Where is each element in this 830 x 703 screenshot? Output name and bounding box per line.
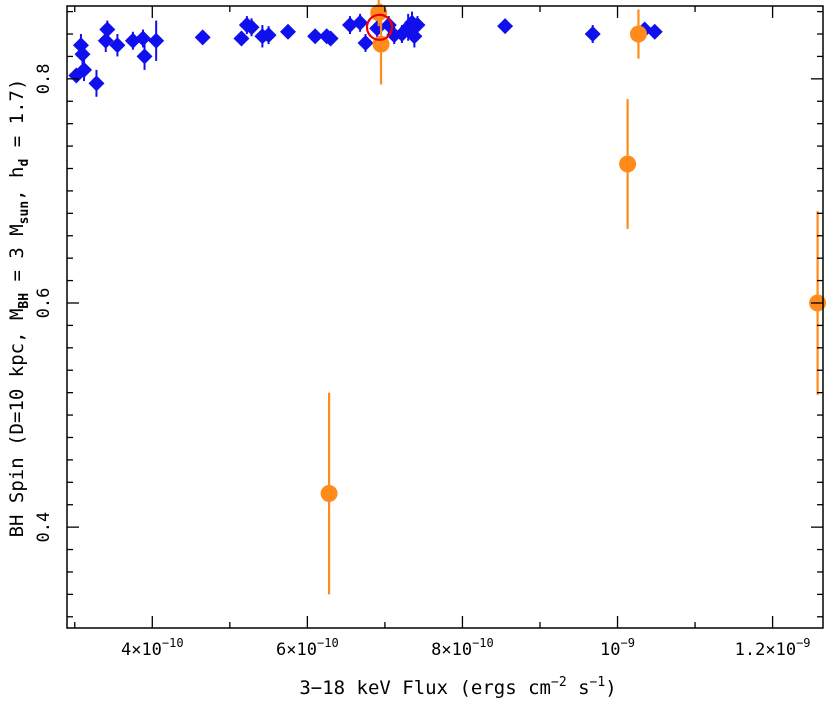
data-point-diamond [646,23,663,40]
tick-labels: 4×10−10 6×10−10 8×10−10 10−9 1.2×10−90.40.60… [34,63,811,660]
x-tick-mantissa: 10 [600,640,620,660]
x-tick-label: 6×10−10 [276,636,339,660]
data-point-circle [320,485,338,503]
x-tick-label: 10−9 [600,636,635,660]
y-label-sub1: BH [17,293,32,309]
axis-ticks [67,6,823,628]
y-axis-label: BH Spin (D=10 kpc, MBH = 3 Msun, hd = 1.… [6,79,32,538]
data-point-diamond [260,27,277,44]
plot-area [68,0,827,595]
data-point-diamond [243,19,260,36]
y-label-part2: = 3 M [6,224,28,293]
x-axis-label: 3−18 keV Flux (ergs cm−2 s−1) [299,675,616,699]
data-point-diamond [76,61,93,78]
x-label-sup2: −1 [590,675,606,690]
highlight-ring [365,13,394,41]
data-point-diamond [307,28,324,45]
data-point-diamond [352,14,369,31]
x-tick-exponent: −9 [796,636,810,650]
x-label-sup1: −2 [551,675,567,690]
y-tick-label: 0.6 [34,288,54,319]
y-label-part3: , h [6,167,28,201]
data-point-diamond [148,32,165,49]
data-point-diamond [380,17,397,34]
data-point-diamond [322,30,339,47]
data-point-diamond [386,27,403,44]
x-label-main: 3−18 keV Flux (ergs cm [299,677,551,699]
x-tick-label: 4×10−10 [121,636,184,660]
data-point-diamond [584,26,601,43]
plot-frame [66,5,824,629]
y-label-sub2: sun [17,201,32,224]
data-point-diamond [109,37,126,54]
x-tick-exponent: −10 [317,636,339,650]
data-point-diamond [369,20,386,37]
x-tick-label: 1.2×10−9 [735,636,811,660]
data-point-diamond [99,21,116,38]
data-point-circle [619,155,637,173]
x-tick-mantissa: 1.2×10 [735,640,796,660]
data-point-diamond [97,32,114,49]
x-tick-exponent: −10 [472,636,494,650]
x-label-end: ) [605,677,616,699]
x-tick-mantissa: 4×10 [121,640,162,660]
data-point-diamond [194,29,211,46]
data-point-diamond [74,46,91,63]
y-label-sub3: d [17,159,32,167]
x-tick-mantissa: 6×10 [276,640,317,660]
data-point-diamond [279,23,296,40]
data-point-diamond [497,18,514,35]
data-point-circle [629,25,647,43]
data-point-diamond [233,30,250,47]
x-tick-exponent: −10 [162,636,184,650]
x-label-mid: s [567,677,590,699]
y-tick-label: 0.8 [34,63,54,94]
x-tick-label: 8×10−10 [431,636,494,660]
y-label-part4: = 1.7) [6,79,28,159]
data-point-diamond [136,48,153,65]
x-tick-mantissa: 8×10 [431,640,472,660]
x-tick-exponent: −9 [621,636,635,650]
data-point-diamond [409,17,426,34]
y-tick-label: 0.4 [34,512,54,543]
data-point-diamond [88,75,105,92]
data-point-diamond [134,30,151,47]
y-label-part1: BH Spin (D=10 kpc, M [6,309,28,538]
data-point-diamond [357,34,374,51]
